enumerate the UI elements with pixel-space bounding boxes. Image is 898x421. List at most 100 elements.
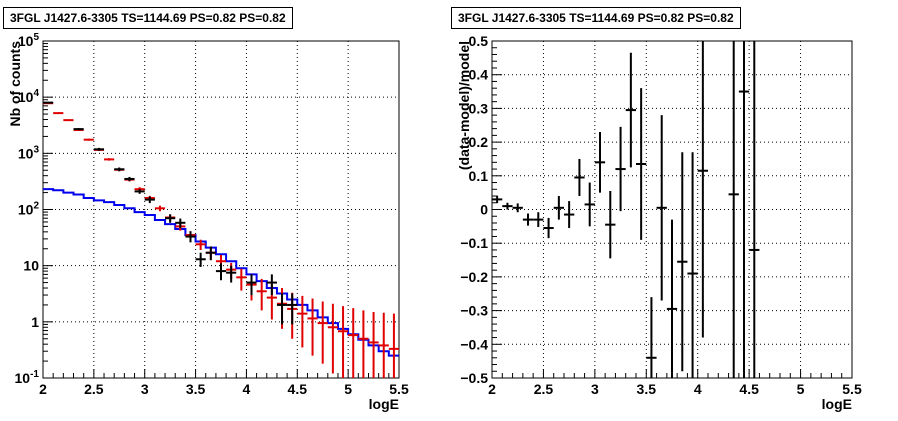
residual-axes: 2 2.5 3 3.5 4 4.5 5 5.5 −0.5 −0.4 −0.3 −0.2 −0.1 0 0.1… (460, 33, 862, 397)
residual-y-tick-label: 0.5 (469, 33, 489, 49)
residual-point (646, 297, 657, 378)
counts-plot-frame (42, 40, 400, 379)
data-point (114, 167, 125, 172)
model-point (53, 112, 64, 115)
data-point (287, 293, 298, 325)
residual-x-tick-label: 5.5 (842, 381, 862, 397)
residual-point (584, 182, 595, 227)
residual-point (522, 213, 534, 226)
counts-axes: 2 2.5 3 3.5 4 4.5 5 5.5 10-1 1 10 102 103 104 105 (15, 32, 409, 397)
data-point (246, 274, 257, 296)
residual-y-tick-label: 0.4 (469, 67, 489, 83)
residual-y-tick-label: 0.3 (469, 100, 489, 116)
model-point (307, 298, 318, 356)
residual-y-tick-label: 0 (480, 202, 488, 218)
data-point (165, 214, 176, 223)
residual-x-tick-label: 4.5 (739, 381, 759, 397)
counts-x-tick-label: 5.5 (389, 381, 409, 397)
residual-point (749, 41, 760, 378)
residual-point (574, 158, 585, 197)
residual-point (738, 41, 750, 378)
residual-point (656, 115, 667, 301)
model-point (63, 119, 74, 122)
residual-point (564, 201, 575, 229)
counts-grid (43, 41, 399, 378)
counts-x-tick-label: 2 (39, 381, 47, 397)
data-point (276, 293, 288, 325)
counts-y-tick-label: 104 (18, 88, 40, 105)
residual-point (666, 219, 678, 378)
residual-point (594, 131, 606, 193)
model-point (236, 268, 247, 291)
model-point (388, 313, 399, 378)
residual-y-tick-label: −0.2 (460, 269, 488, 285)
residual-point (502, 202, 513, 210)
counts-y-tick-label: 10 (23, 258, 39, 274)
counts-chart-title: 3FGL J1427.6-3305 TS=1144.69 PS=0.82 PS=… (3, 7, 293, 29)
data-point (93, 147, 105, 151)
counts-x-tick-label: 2.5 (84, 381, 104, 397)
model-point (358, 310, 369, 378)
data-point (144, 196, 155, 204)
counts-y-tick-label: 1 (31, 314, 39, 330)
residual-x-tick-label: 2.5 (534, 381, 554, 397)
model-point (348, 308, 359, 378)
residual-point (687, 152, 698, 378)
residual-point (553, 196, 564, 220)
residual-y-tick-label: 0.2 (469, 134, 489, 150)
model-point (195, 239, 206, 251)
residual-point (636, 88, 647, 240)
counts-x-tick-label: 3.5 (186, 381, 206, 397)
model-point (317, 301, 328, 364)
residual-point (605, 190, 616, 259)
data-point (266, 274, 277, 296)
residual-point (697, 41, 708, 338)
residual-y-tick-label: −0.5 (460, 370, 488, 386)
counts-y-tick-label: 105 (18, 32, 40, 49)
model-point (378, 312, 389, 378)
data-point (134, 189, 145, 194)
residual-point (625, 52, 636, 168)
residual-point (512, 203, 523, 213)
component-step-line (43, 188, 399, 357)
data-point (226, 265, 237, 283)
counts-y-tick-label: 102 (18, 201, 40, 218)
residual-point (533, 212, 544, 228)
counts-y-tick-label: 10-1 (15, 369, 40, 386)
counts-y-tick-label: 103 (18, 144, 40, 161)
residual-chart-title: 3FGL J1427.6-3305 TS=1144.69 PS=0.82 PS=… (451, 7, 741, 29)
residual-x-tick-label: 2 (488, 381, 496, 397)
data-point (73, 128, 84, 131)
residual-y-tick-label: −0.4 (460, 336, 488, 352)
residual-point (492, 195, 503, 204)
residual-panel: 2 2.5 3 3.5 4 4.5 5 5.5 −0.5 −0.4 −0.3 −0.2 −0.1 0 0.1… (456, 33, 862, 412)
residual-grid (492, 41, 852, 378)
model-point (327, 303, 338, 374)
residual-x-axis-label: logE (822, 396, 852, 412)
residual-point (728, 41, 739, 378)
residual-x-tick-label: 3.5 (637, 381, 657, 397)
residual-y-axis-label: (data-model)/model (456, 41, 472, 170)
residual-point (615, 126, 626, 212)
residual-point (677, 152, 688, 372)
data-point (124, 176, 135, 182)
model-point (297, 295, 308, 348)
counts-y-axis-label: Nb of counts (7, 41, 23, 127)
data-point (205, 246, 216, 261)
residual-y-tick-label: −0.3 (460, 303, 488, 319)
data-point (185, 231, 196, 243)
model-point (337, 306, 349, 378)
counts-x-axis-label: logE (369, 396, 399, 412)
counts-x-tick-label: 5 (344, 381, 352, 397)
data-point (195, 252, 206, 267)
counts-panel: 2 2.5 3 3.5 4 4.5 5 5.5 10-1 1 10 102 103 104 105 logE… (7, 32, 409, 412)
component-step-path (43, 188, 399, 357)
residual-points (492, 41, 760, 378)
data-points (43, 101, 298, 325)
residual-x-tick-label: 4 (694, 381, 702, 397)
counts-x-tick-label: 4 (243, 381, 251, 397)
model-point (83, 138, 94, 141)
residual-x-tick-label: 3 (591, 381, 599, 397)
model-point (104, 158, 115, 161)
